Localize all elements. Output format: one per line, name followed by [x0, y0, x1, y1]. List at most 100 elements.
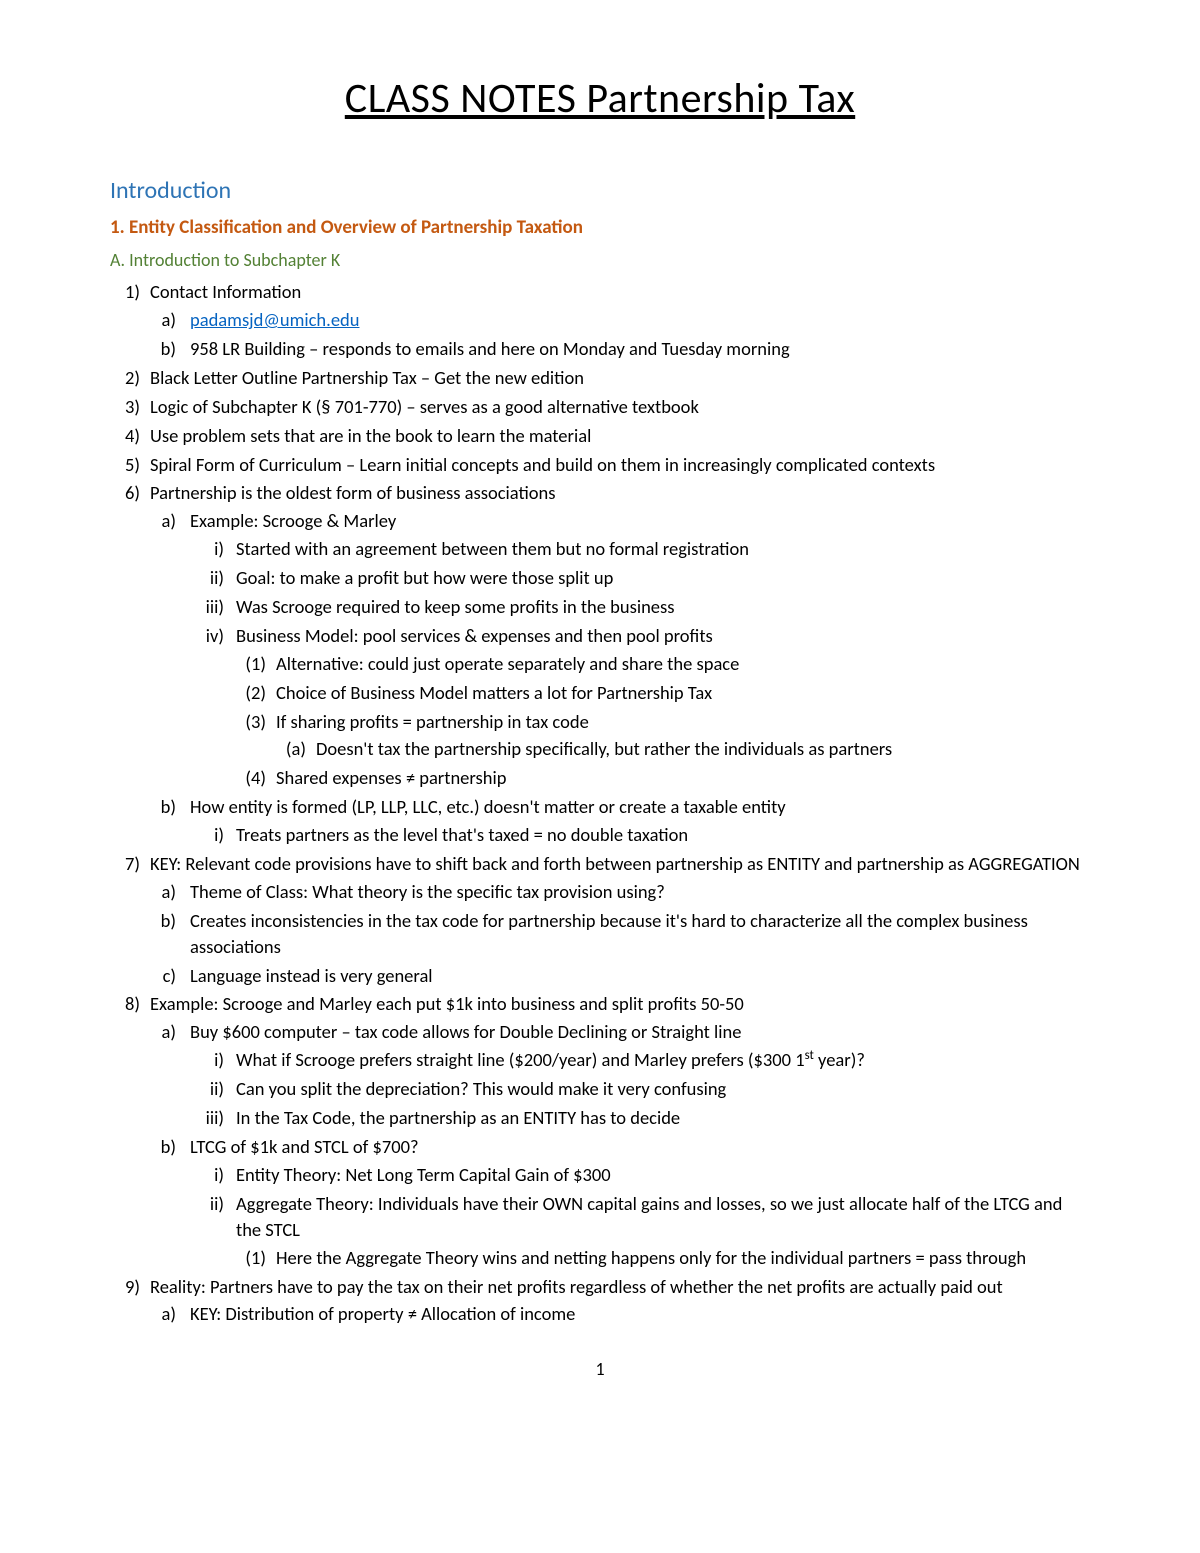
- list-item: 2) Black Letter Outline Partnership Tax …: [110, 365, 1090, 391]
- list-item: (2) Choice of Business Model matters a lo…: [236, 680, 1090, 706]
- list-text: Example: Scrooge & Marley: [190, 509, 396, 532]
- list-marker: 3): [110, 394, 140, 420]
- list-text: Aggregate Theory: Individuals have their…: [236, 1192, 1062, 1241]
- list-text: Partnership is the oldest form of busine…: [150, 481, 556, 504]
- list-text: Theme of Class: What theory is the speci…: [190, 880, 665, 903]
- list-marker: 7): [110, 851, 140, 877]
- list-item: 5) Spiral Form of Curriculum – Learn ini…: [110, 452, 1090, 478]
- list-item: a) KEY: Distribution of property ≠ Alloca…: [150, 1301, 1090, 1327]
- list-text: KEY: Relevant code provisions have to sh…: [150, 852, 1080, 875]
- list-text: Doesn't tax the partnership specifically…: [316, 737, 892, 760]
- list-item: ii) Can you split the depreciation? This …: [190, 1076, 1090, 1102]
- list-marker: a): [150, 307, 176, 333]
- list-text: Contact Information: [150, 280, 301, 303]
- list-text: If sharing profits = partnership in tax …: [276, 710, 589, 733]
- list-text: Reality: Partners have to pay the tax on…: [150, 1275, 1003, 1298]
- list-marker: 4): [110, 423, 140, 449]
- list-text: Buy $600 computer – tax code allows for …: [190, 1020, 741, 1043]
- list-marker: b): [150, 336, 176, 362]
- document-title: CLASS NOTES Partnership Tax: [110, 70, 1090, 129]
- list-item: i) What if Scrooge prefers straight line …: [190, 1047, 1090, 1073]
- list-text: 958 LR Building – responds to emails and…: [190, 337, 790, 360]
- list-item: 7) KEY: Relevant code provisions have to…: [110, 851, 1090, 988]
- list-marker: (1): [236, 1245, 266, 1271]
- heading-entity-classification: 1. Entity Classification and Overview of…: [110, 215, 1090, 242]
- list-text: Use problem sets that are in the book to…: [150, 424, 591, 447]
- list-text: Choice of Business Model matters a lot f…: [276, 681, 712, 704]
- list-text: Entity Theory: Net Long Term Capital Gai…: [236, 1163, 611, 1186]
- list-item: 4) Use problem sets that are in the book…: [110, 423, 1090, 449]
- list-text: Treats partners as the level that's taxe…: [236, 823, 688, 846]
- list-marker: i): [190, 1047, 224, 1073]
- list-item: b) Creates inconsistencies in the tax cod…: [150, 908, 1090, 960]
- list-marker: iii): [190, 594, 224, 620]
- list-marker: ii): [190, 565, 224, 591]
- list-item: (1) Alternative: could just operate separ…: [236, 651, 1090, 677]
- list-marker: (1): [236, 651, 266, 677]
- list-item: 1) Contact Information a) padamsjd@umich…: [110, 279, 1090, 362]
- list-item: (1) Here the Aggregate Theory wins and ne…: [236, 1245, 1090, 1271]
- list-item: a) Example: Scrooge & Marley i) Started w…: [150, 508, 1090, 791]
- list-marker: iv): [190, 623, 224, 649]
- list-item: 6) Partnership is the oldest form of bus…: [110, 480, 1090, 848]
- list-marker: b): [150, 794, 176, 820]
- list-marker: (a): [276, 736, 306, 762]
- list-marker: 6): [110, 480, 140, 506]
- list-marker: (4): [236, 765, 266, 791]
- list-text: Here the Aggregate Theory wins and netti…: [276, 1246, 1026, 1269]
- list-marker: a): [150, 1019, 176, 1045]
- heading-introduction: Introduction: [110, 174, 1090, 208]
- list-item: i) Started with an agreement between them…: [190, 536, 1090, 562]
- list-item: a) Theme of Class: What theory is the spe…: [150, 879, 1090, 905]
- list-item: i)Treats partners as the level that's ta…: [190, 822, 1090, 848]
- list-text: Creates inconsistencies in the tax code …: [190, 909, 1028, 958]
- list-item: 8) Example: Scrooge and Marley each put …: [110, 991, 1090, 1270]
- list-marker: a): [150, 508, 176, 534]
- list-text: Goal: to make a profit but how were thos…: [236, 566, 613, 589]
- list-marker: i): [190, 536, 224, 562]
- list-marker: (2): [236, 680, 266, 706]
- list-item: (3)If sharing profits = partnership in t…: [236, 709, 1090, 763]
- list-item: (a) Doesn't tax the partnership specifica…: [276, 736, 1090, 762]
- list-text: Started with an agreement between them b…: [236, 537, 749, 560]
- list-marker: ii): [190, 1076, 224, 1102]
- list-text: Was Scrooge required to keep some profit…: [236, 595, 674, 618]
- list-text: Can you split the depreciation? This wou…: [236, 1077, 726, 1100]
- list-text: What if Scrooge prefers straight line ($…: [236, 1048, 865, 1071]
- list-item: b) How entity is formed (LP, LLP, LLC, e…: [150, 794, 1090, 848]
- list-marker: a): [150, 879, 176, 905]
- list-text: Alternative: could just operate separate…: [276, 652, 739, 675]
- list-marker: i): [190, 1162, 224, 1188]
- list-item: 9) Reality: Partners have to pay the tax…: [110, 1274, 1090, 1328]
- outline-root: 1) Contact Information a) padamsjd@umich…: [110, 279, 1090, 1327]
- list-text: Example: Scrooge and Marley each put $1k…: [150, 992, 744, 1015]
- list-marker: 8): [110, 991, 140, 1017]
- list-item: c) Language instead is very general: [150, 963, 1090, 989]
- list-marker: c): [150, 963, 176, 989]
- contact-email-link[interactable]: padamsjd@umich.edu: [190, 308, 359, 331]
- list-item: iii) In the Tax Code, the partnership as …: [190, 1105, 1090, 1131]
- list-item: iv) Business Model: pool services & expen…: [190, 623, 1090, 791]
- list-marker: a): [150, 1301, 176, 1327]
- list-marker: iii): [190, 1105, 224, 1131]
- list-marker: b): [150, 908, 176, 934]
- list-item: 3) Logic of Subchapter K (§ 701-770) – s…: [110, 394, 1090, 420]
- list-marker: 9): [110, 1274, 140, 1300]
- list-item: ii) Goal: to make a profit but how were t…: [190, 565, 1090, 591]
- list-marker: 5): [110, 452, 140, 478]
- list-marker: 2): [110, 365, 140, 391]
- list-text: Business Model: pool services & expenses…: [236, 624, 713, 647]
- list-text: In the Tax Code, the partnership as an E…: [236, 1106, 680, 1129]
- list-text: Language instead is very general: [190, 964, 433, 987]
- page-number: 1: [110, 1357, 1090, 1382]
- list-text: Logic of Subchapter K (§ 701-770) – serv…: [150, 395, 699, 418]
- list-text: KEY: Distribution of property ≠ Allocati…: [190, 1302, 575, 1325]
- list-item: (4)Shared expenses ≠ partnership: [236, 765, 1090, 791]
- list-item: b) LTCG of $1k and STCL of $700? i)Entit…: [150, 1134, 1090, 1270]
- list-item: b) 958 LR Building – responds to emails …: [150, 336, 1090, 362]
- list-item: iii) Was Scrooge required to keep some pr…: [190, 594, 1090, 620]
- list-text: Spiral Form of Curriculum – Learn initia…: [150, 453, 935, 476]
- list-text: How entity is formed (LP, LLP, LLC, etc.…: [190, 795, 786, 818]
- list-text: LTCG of $1k and STCL of $700?: [190, 1135, 419, 1158]
- list-item: a) Buy $600 computer – tax code allows f…: [150, 1019, 1090, 1131]
